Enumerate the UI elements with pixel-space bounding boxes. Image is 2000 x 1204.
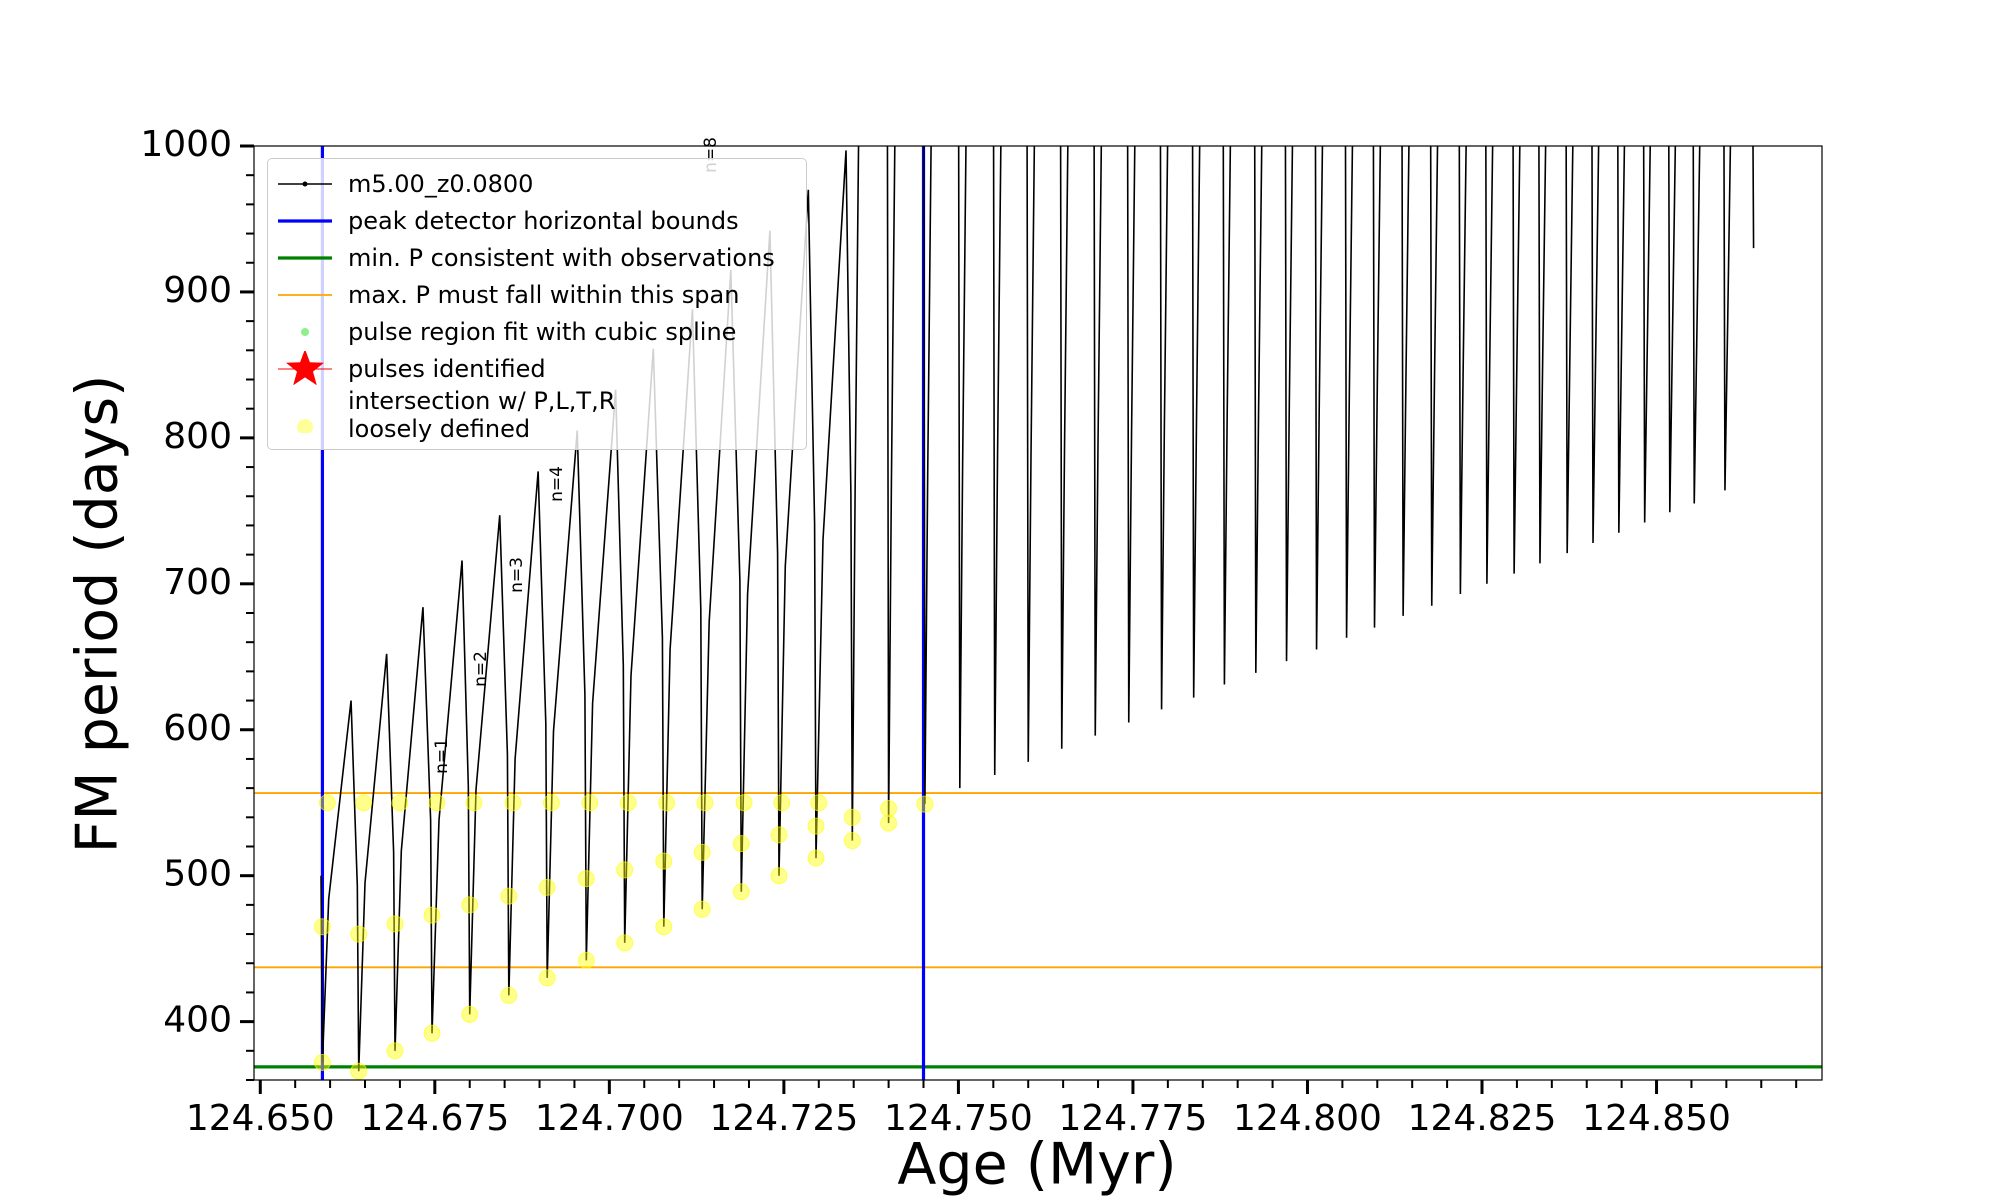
- intersection-point: [693, 900, 711, 918]
- intersection-point: [538, 878, 556, 896]
- x-tick-label: 124.750: [884, 1098, 1033, 1139]
- plot-area: [254, 146, 1822, 1080]
- legend-label: intersection w/ P,L,T,R loosely defined: [348, 387, 616, 443]
- intersection-point: [538, 969, 556, 987]
- intersection-point: [581, 794, 599, 812]
- pulse-annotation: n=1: [432, 738, 452, 774]
- intersection-point: [843, 832, 861, 850]
- intersection-point: [423, 1024, 441, 1042]
- intersection-point: [461, 1005, 479, 1023]
- y-axis-label: FM period (days): [65, 375, 131, 854]
- legend-swatch: [301, 327, 309, 336]
- intersection-point: [616, 934, 634, 952]
- intersection-point: [318, 794, 336, 812]
- intersection-point: [350, 1062, 368, 1080]
- legend-entry: m5.00_z0.0800: [268, 165, 806, 202]
- legend-entry: pulse region fit with cubic spline: [268, 313, 806, 350]
- intersection-point: [465, 794, 483, 812]
- legend-swatch: [278, 255, 332, 260]
- intersection-point: [732, 883, 750, 901]
- legend-entry: min. P consistent with observations: [268, 239, 806, 276]
- legend-marker: [301, 327, 309, 336]
- intersection-point: [655, 918, 673, 936]
- intersection-point: [313, 1053, 331, 1071]
- legend-marker: [286, 350, 324, 385]
- legend-label: min. P consistent with observations: [348, 243, 775, 272]
- intersection-point: [696, 794, 714, 812]
- x-tick-label: 124.800: [1233, 1098, 1382, 1139]
- legend-label: m5.00_z0.0800: [348, 169, 534, 198]
- intersection-point: [386, 1042, 404, 1060]
- intersection-point: [916, 795, 934, 813]
- intersection-point: [500, 887, 518, 905]
- x-tick-label: 124.700: [535, 1098, 684, 1139]
- x-tick-label: 124.675: [360, 1098, 509, 1139]
- legend-swatch: [278, 293, 332, 296]
- legend-marker: [297, 419, 313, 433]
- intersection-point: [770, 867, 788, 885]
- intersection-point: [391, 794, 409, 812]
- intersection-point: [423, 906, 441, 924]
- pulse-annotation: n=2: [471, 651, 491, 687]
- y-tick-label: 400: [163, 1000, 232, 1041]
- intersection-point: [616, 861, 634, 879]
- intersection-point: [386, 915, 404, 933]
- intersection-point: [504, 794, 522, 812]
- intersection-point: [773, 794, 791, 812]
- intersection-point: [880, 814, 898, 832]
- legend-label: max. P must fall within this span: [348, 280, 740, 309]
- x-axis-label: Age (Myr): [897, 1132, 1176, 1198]
- intersection-point: [732, 835, 750, 853]
- legend-entry: max. P must fall within this span: [268, 276, 806, 313]
- x-tick-label: 124.825: [1408, 1098, 1557, 1139]
- intersection-point: [619, 794, 637, 812]
- legend-marker: [302, 181, 308, 186]
- legend-label: pulses identified: [348, 354, 546, 383]
- intersection-point: [313, 918, 331, 936]
- legend-swatch: [278, 350, 332, 385]
- series-line: [320, 146, 1755, 1072]
- intersection-point: [428, 794, 446, 812]
- legend-swatch: [278, 181, 332, 186]
- legend-swatch: [297, 419, 313, 433]
- intersection-point: [461, 896, 479, 914]
- intersection-point: [350, 925, 368, 943]
- intersection-point: [810, 794, 828, 812]
- intersection-point: [770, 826, 788, 844]
- legend-label: peak detector horizontal bounds: [348, 206, 739, 235]
- legend-entry: pulses identified: [268, 350, 806, 387]
- legend-entry: intersection w/ P,L,T,R loosely defined: [268, 387, 806, 443]
- x-tick-label: 124.650: [186, 1098, 335, 1139]
- intersection-point: [577, 870, 595, 888]
- intersection-point: [542, 794, 560, 812]
- intersection-point: [658, 794, 676, 812]
- intersection-point: [655, 852, 673, 870]
- legend-swatch: [278, 218, 332, 223]
- intersection-point: [807, 817, 825, 835]
- y-tick-label: 900: [163, 270, 232, 311]
- y-tick-label: 500: [163, 854, 232, 895]
- intersection-point: [735, 794, 753, 812]
- x-tick-label: 124.850: [1582, 1098, 1731, 1139]
- intersection-point: [355, 794, 373, 812]
- legend-entry: peak detector horizontal bounds: [268, 202, 806, 239]
- x-tick-label: 124.775: [1059, 1098, 1208, 1139]
- intersection-point: [577, 951, 595, 969]
- y-tick-label: 1000: [140, 124, 232, 165]
- intersection-point: [843, 808, 861, 826]
- intersection-point: [693, 843, 711, 861]
- intersection-point: [500, 986, 518, 1004]
- y-tick-label: 700: [163, 562, 232, 603]
- pulse-annotation: n=3: [507, 557, 527, 593]
- intersection-point: [880, 800, 898, 818]
- pulse-annotation: n=4: [547, 466, 567, 502]
- y-tick-label: 600: [163, 708, 232, 749]
- legend-label: pulse region fit with cubic spline: [348, 317, 737, 346]
- intersection-point: [807, 849, 825, 867]
- y-tick-label: 800: [163, 416, 232, 457]
- x-tick-label: 124.725: [709, 1098, 858, 1139]
